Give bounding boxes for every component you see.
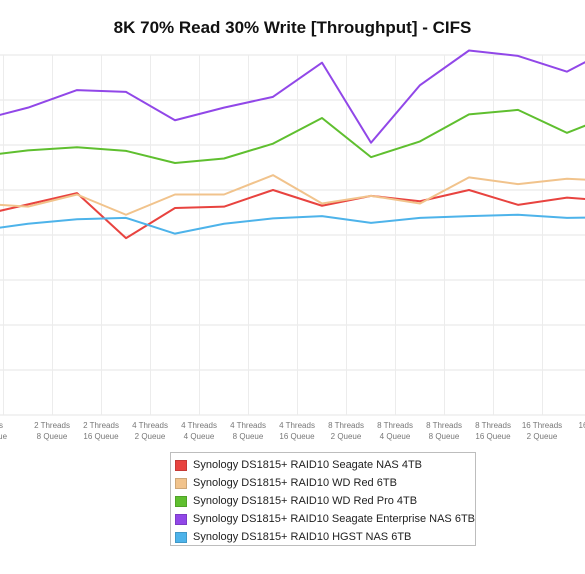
series-line-0 (0, 189, 585, 240)
legend: Synology DS1815+ RAID10 Seagate NAS 4TB S… (170, 452, 476, 546)
legend-label: Synology DS1815+ RAID10 Seagate Enterpri… (192, 513, 475, 525)
x-tick-label: 16 (579, 421, 585, 430)
x-tick-label: 4 Threads 4 Queue (181, 421, 217, 441)
chart-title: 8K 70% Read 30% Write [Throughput] - CIF… (113, 18, 472, 37)
legend-item: Synology DS1815+ RAID10 WD Red 6TB (175, 474, 475, 492)
x-tick-label: 8 Threads 4 Queue (377, 421, 413, 441)
legend-swatch (175, 495, 187, 507)
legend-label: Synology DS1815+ RAID10 Seagate NAS 4TB (193, 459, 422, 471)
series-lines (0, 49, 585, 240)
legend-swatch (175, 477, 187, 489)
grid-lines (0, 54, 585, 416)
legend-label: Synology DS1815+ RAID10 HGST NAS 6TB (193, 531, 412, 543)
x-tick-label: 8 Threads 16 Queue (475, 421, 511, 441)
x-tick-label: 2 Threads 8 Queue (34, 421, 70, 441)
series-line-3 (0, 49, 585, 144)
x-tick-label: 16 Threads 2 Queue (522, 421, 562, 441)
x-tick-label: 8 Threads 2 Queue (328, 421, 364, 441)
legend-swatch (175, 513, 187, 525)
legend-item: Synology DS1815+ RAID10 WD Red Pro 4TB (175, 492, 475, 510)
series-line-2 (0, 108, 585, 164)
x-tick-label: readsQueue (0, 421, 8, 441)
x-tick-label: 4 Threads 16 Queue (279, 421, 315, 441)
legend-item: Synology DS1815+ RAID10 Seagate Enterpri… (175, 510, 475, 528)
x-tick-label: 4 Threads 2 Queue (132, 421, 168, 441)
legend-label: Synology DS1815+ RAID10 WD Red Pro 4TB (193, 495, 418, 507)
x-tick-label: 4 Threads 8 Queue (230, 421, 266, 441)
legend-item: Synology DS1815+ RAID10 Seagate NAS 4TB (175, 456, 475, 474)
legend-swatch (175, 531, 187, 543)
legend-swatch (175, 459, 187, 471)
series-line-1 (0, 174, 585, 216)
legend-label: Synology DS1815+ RAID10 WD Red 6TB (193, 477, 397, 489)
x-tick-label: 8 Threads 8 Queue (426, 421, 462, 441)
series-line-4 (0, 213, 585, 235)
x-tick-label: 2 Threads 16 Queue (83, 421, 119, 441)
legend-item: Synology DS1815+ RAID10 HGST NAS 6TB (175, 528, 475, 546)
